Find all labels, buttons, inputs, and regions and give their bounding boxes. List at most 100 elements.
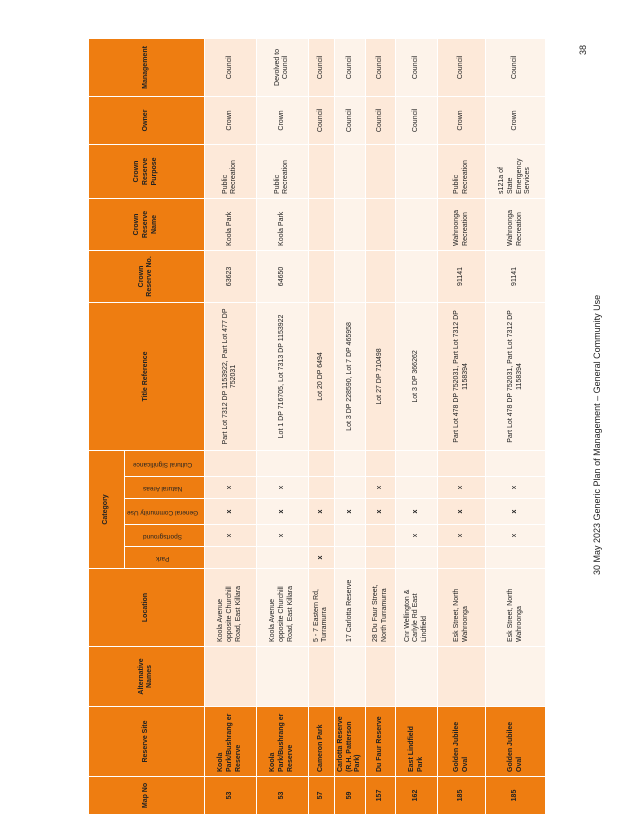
cell-crown-reserve-purpose (334, 144, 366, 199)
cell-management: Devolved to Council (256, 38, 309, 97)
cell-location: Koola Avenue opposite Churchill Road, Ea… (204, 568, 257, 647)
cell-sportsground: x (204, 524, 257, 547)
cell-reserve-site: East Lindfield Park (395, 706, 438, 777)
cell-alternative-names (395, 646, 438, 707)
table-row: 57 Cameron Park 5 - 7 Eastern Rd, Turramur… (308, 38, 335, 815)
cell-cultural-significance (308, 450, 335, 477)
cell-location: Koola Avenue opposite Churchill Road, Ea… (256, 568, 309, 647)
cell-crown-reserve-no (334, 250, 366, 303)
table-row: 59 Carlotta Reserve (R.H. Patterson Park)… (334, 38, 366, 815)
cell-alternative-names (256, 646, 309, 707)
cell-sportsground: x (256, 524, 309, 547)
cell-cultural-significance (395, 450, 438, 477)
table-row: 185 Golden Jubilee Oval Esk Street, North … (437, 38, 486, 815)
cell-cultural-significance (256, 450, 309, 477)
cell-general-community-use: x (256, 498, 309, 525)
cell-alternative-names (204, 646, 257, 707)
cell-alternative-names (365, 646, 396, 707)
header-crown-reserve-purpose: Crown Reserve Purpose (88, 144, 205, 199)
cell-general-community-use: x (365, 498, 396, 525)
cell-map-no: 185 (485, 776, 546, 815)
cell-crown-reserve-name: Koola Park (204, 198, 257, 251)
cell-management: Council (308, 38, 335, 97)
cell-title-reference: Part Lot 478 DP 752031, Part Lot 7312 DP… (437, 302, 486, 451)
cell-map-no: 57 (308, 776, 335, 815)
header-category: Category (88, 450, 125, 569)
cell-location: Esk Street, North Wahroonga (437, 568, 486, 647)
cell-crown-reserve-purpose: Public Recreation (437, 144, 486, 199)
cell-owner: Council (308, 96, 335, 145)
cell-park (437, 546, 486, 569)
cell-natural-areas (395, 476, 438, 499)
subheader-natural-areas: Natural Areas (124, 476, 205, 499)
reserve-register-table: Map No Reserve Site Alternative Names Lo… (88, 38, 546, 815)
cell-park (365, 546, 396, 569)
cell-owner: Council (365, 96, 396, 145)
header-alternative-names: Alternative Names (88, 646, 205, 707)
page-number: 38 (578, 44, 588, 55)
cell-natural-areas (334, 476, 366, 499)
cell-reserve-site: Cameron Park (308, 706, 335, 777)
cell-crown-reserve-name: Wahroonga Recreation (437, 198, 486, 251)
cell-map-no: 162 (395, 776, 438, 815)
cell-crown-reserve-purpose: s121a of State Emergency Services (485, 144, 546, 199)
cell-crown-reserve-purpose (395, 144, 438, 199)
cell-title-reference: Lot 3 DP 228590, Lot 7 DP 465958 (334, 302, 366, 451)
cell-natural-areas: x (437, 476, 486, 499)
cell-map-no: 59 (334, 776, 366, 815)
cell-park (485, 546, 546, 569)
cell-map-no: 53 (256, 776, 309, 815)
cell-title-reference: Lot 3 DP 366262 (395, 302, 438, 451)
cell-owner: Crown (204, 96, 257, 145)
cell-title-reference: Part Lot 7312 DP 1153922, Part Lot 477 D… (204, 302, 257, 451)
table-row: 53 Koola Park/Bushrang er Reserve Koola Av… (204, 38, 257, 815)
cell-reserve-site: Carlotta Reserve (R.H. Patterson Park) (334, 706, 366, 777)
cell-location: 28 Du Faur Street, North Turramurra (365, 568, 396, 647)
cell-crown-reserve-purpose (308, 144, 335, 199)
cell-park (204, 546, 257, 569)
cell-title-reference: Lot 27 DP 710498 (365, 302, 396, 451)
cell-cultural-significance (437, 450, 486, 477)
cell-sportsground: x (395, 524, 438, 547)
cell-location: Cnr Wellington & Carlyle Rd East Lindfie… (395, 568, 438, 647)
cell-park: x (308, 546, 335, 569)
cell-reserve-site: Koola Park/Bushrang er Reserve (204, 706, 257, 777)
cell-natural-areas: x (365, 476, 396, 499)
cell-sportsground: x (485, 524, 546, 547)
cell-crown-reserve-no: 91141 (485, 250, 546, 303)
cell-owner: Council (334, 96, 366, 145)
cell-natural-areas: x (256, 476, 309, 499)
cell-sportsground (334, 524, 366, 547)
cell-crown-reserve-name (308, 198, 335, 251)
cell-reserve-site: Du Faur Reserve (365, 706, 396, 777)
header-location: Location (88, 568, 205, 647)
header-management: Management (88, 38, 205, 97)
cell-cultural-significance (365, 450, 396, 477)
subheader-cultural-significance: Cultural Significance (124, 450, 205, 477)
cell-owner: Crown (485, 96, 546, 145)
cell-map-no: 53 (204, 776, 257, 815)
cell-owner: Crown (256, 96, 309, 145)
header-map-no: Map No (88, 776, 205, 815)
cell-sportsground: x (437, 524, 486, 547)
cell-park (395, 546, 438, 569)
table-row: 185 Golden Jubilee Oval Esk Street, North … (485, 38, 546, 815)
cell-cultural-significance (334, 450, 366, 477)
cell-alternative-names (437, 646, 486, 707)
cell-location: Esk Street, North Wahroonga (485, 568, 546, 647)
cell-management: Council (395, 38, 438, 97)
cell-title-reference: Lot 20 DP 6494 (308, 302, 335, 451)
cell-crown-reserve-purpose (365, 144, 396, 199)
cell-management: Council (437, 38, 486, 97)
cell-sportsground (308, 524, 335, 547)
cell-crown-reserve-name: Koola Park (256, 198, 309, 251)
header-crown-reserve-name: Crown Reserve Name (88, 198, 205, 251)
cell-crown-reserve-no: 91141 (437, 250, 486, 303)
cell-crown-reserve-name (365, 198, 396, 251)
cell-alternative-names (485, 646, 546, 707)
cell-alternative-names (334, 646, 366, 707)
cell-management: Council (204, 38, 257, 97)
footer-text: 30 May 2023 Generic Plan of Management –… (592, 294, 602, 575)
cell-title-reference: Lot 1 DP 716705, Lot 7313 DP 1153922 (256, 302, 309, 451)
